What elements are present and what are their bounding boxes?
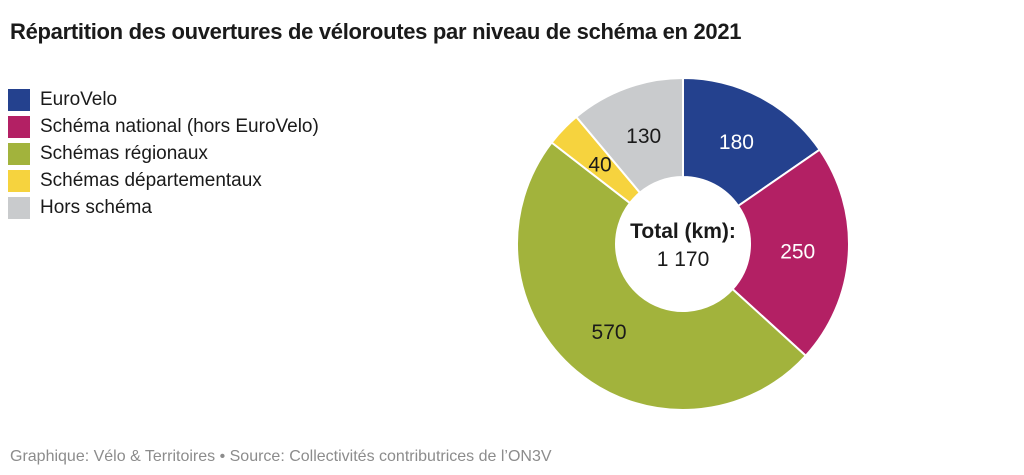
slice-value-label: 130	[626, 125, 661, 148]
legend-swatch	[8, 115, 30, 138]
donut-center-label: Total (km):	[630, 220, 736, 243]
legend-item: Schéma national (hors EuroVelo)	[8, 113, 319, 140]
legend-item: Schémas régionaux	[8, 140, 319, 167]
legend-swatch	[8, 88, 30, 111]
legend-swatch	[8, 196, 30, 219]
chart-legend: EuroVelo Schéma national (hors EuroVelo) S…	[8, 86, 319, 221]
slice-value-label: 40	[588, 153, 611, 176]
legend-label: Schéma national (hors EuroVelo)	[40, 115, 319, 137]
donut-chart: 180 250 570 40 130 Total (km): 1 170	[516, 77, 850, 412]
donut-slice	[575, 77, 684, 194]
legend-swatch	[8, 169, 30, 192]
attribution-source-text: Graphique: Vélo & Territoires • Source: …	[10, 448, 552, 465]
donut-slice	[731, 148, 850, 357]
legend-label: Schémas départementaux	[40, 169, 262, 191]
slice-value-label: 250	[780, 241, 815, 264]
legend-item: EuroVelo	[8, 86, 319, 113]
slice-value-label: 180	[719, 131, 754, 154]
legend-label: Schémas régionaux	[40, 142, 208, 164]
donut-slices	[516, 77, 850, 412]
legend-item: Hors schéma	[8, 194, 319, 221]
chart-title: Répartition des ouvertures de véloroutes…	[10, 19, 742, 44]
slice-value-label: 570	[592, 321, 627, 344]
legend-label: Hors schéma	[40, 196, 152, 218]
donut-slice	[516, 141, 807, 412]
donut-center-value: 1 170	[657, 248, 710, 271]
legend-swatch	[8, 142, 30, 165]
legend-label: EuroVelo	[40, 88, 118, 110]
donut-slice	[682, 77, 821, 207]
legend-item: Schémas départementaux	[8, 167, 319, 194]
donut-slice-labels: 180 250 570 40 130	[588, 125, 815, 344]
